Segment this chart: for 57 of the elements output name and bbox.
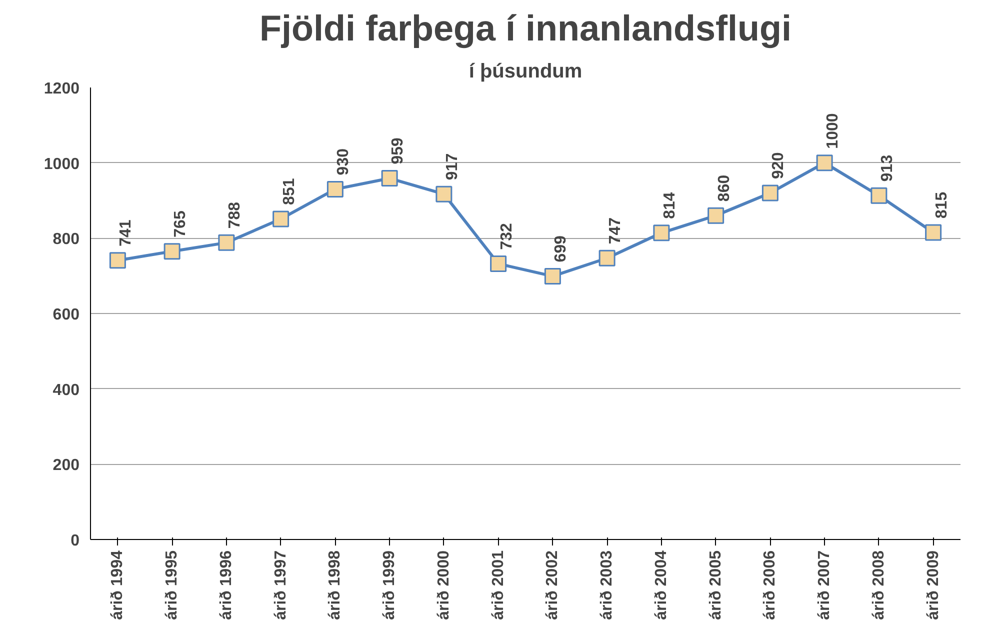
x-tick-label: árið 1996 xyxy=(218,550,235,620)
data-label: 765 xyxy=(172,210,190,238)
x-tick-label: árið 2007 xyxy=(816,550,834,620)
data-label: 788 xyxy=(226,202,244,229)
data-label: 699 xyxy=(552,235,570,262)
point xyxy=(925,224,942,241)
x-tick-label: árið 2009 xyxy=(924,550,942,620)
point xyxy=(109,252,126,269)
y-tick-label: 0 xyxy=(70,532,80,550)
chart-title: Fjöldi farþega í innanlandsflugi xyxy=(259,8,792,48)
data-label: 860 xyxy=(716,174,733,202)
data-label: 930 xyxy=(335,148,352,176)
data-label: 913 xyxy=(878,154,896,182)
data-label: 959 xyxy=(390,137,407,164)
data-label: 920 xyxy=(770,152,788,179)
point xyxy=(544,268,561,284)
point xyxy=(598,250,616,266)
x-tick-label: árið 2008 xyxy=(870,550,888,620)
y-tick-label: 400 xyxy=(52,382,80,399)
y-tick-label: 1200 xyxy=(44,80,80,98)
x-tick-label: árið 2000 xyxy=(435,550,452,620)
point xyxy=(218,234,235,251)
y-tick-label: 600 xyxy=(52,306,80,324)
point xyxy=(653,224,670,242)
data-label: 815 xyxy=(933,192,950,219)
x-tick-label: árið 1999 xyxy=(381,550,398,620)
data-label: 814 xyxy=(661,192,678,219)
point xyxy=(816,154,833,172)
point xyxy=(708,207,724,224)
y-tick-label: 200 xyxy=(52,457,80,474)
data-label: 747 xyxy=(607,217,624,244)
x-tick-label: árið 2004 xyxy=(652,550,670,620)
x-tick-label: árið 2002 xyxy=(544,550,562,620)
point xyxy=(436,186,452,202)
data-label: 917 xyxy=(444,153,461,180)
y-tick-label: 1000 xyxy=(44,156,80,173)
point xyxy=(326,180,344,198)
x-tick-label: árið 2005 xyxy=(707,550,724,620)
point xyxy=(762,184,778,202)
x-tick-label: árið 2001 xyxy=(490,550,507,620)
data-label: 741 xyxy=(118,220,135,246)
x-tick-label: árið 1995 xyxy=(164,550,181,620)
x-tick-label: árið 1994 xyxy=(109,550,126,620)
y-tick-label: 800 xyxy=(52,231,80,248)
x-tick-label: árið 2003 xyxy=(598,550,616,620)
data-label: 851 xyxy=(280,178,298,205)
point xyxy=(381,170,398,187)
point xyxy=(272,210,290,228)
data-label: 1000 xyxy=(824,113,842,149)
point xyxy=(490,256,507,272)
data-label: 732 xyxy=(498,222,516,250)
x-tick-label: árið 1997 xyxy=(272,550,290,620)
x-tick-label: árið 2006 xyxy=(762,550,779,620)
x-tick-label: árið 1998 xyxy=(326,550,344,620)
chart-subtitle: í þúsundum xyxy=(468,60,582,82)
point xyxy=(164,243,180,260)
point xyxy=(870,187,888,204)
